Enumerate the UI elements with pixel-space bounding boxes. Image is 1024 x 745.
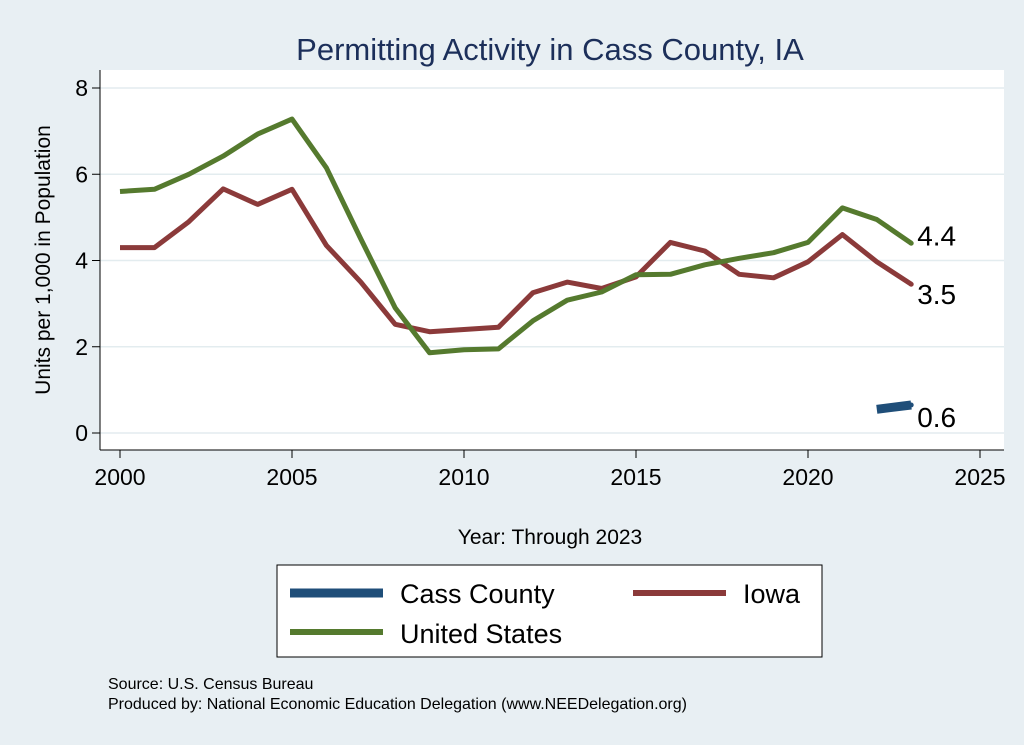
gridlines (100, 87, 1004, 434)
end-label-iowa: 3.5 (917, 279, 956, 310)
end-label-cass-county: 0.6 (917, 402, 956, 433)
legend-label-united-states: United States (400, 619, 562, 649)
y-tick-label-2: 2 (75, 334, 88, 360)
x-axis-label: Year: Through 2023 (458, 526, 643, 549)
x-tick-label-2025: 2025 (954, 464, 1005, 490)
series-endpoint-united-states (908, 240, 914, 246)
y-axis-label: Units per 1,000 in Population (32, 125, 55, 395)
series-line-united-states (119, 116, 913, 356)
y-tick-label-8: 8 (75, 75, 88, 101)
producer-note: Produced by: National Economic Education… (108, 696, 687, 713)
x-tick-label-2010: 2010 (438, 464, 489, 490)
x-tick-label-2020: 2020 (782, 464, 833, 490)
source-note: Source: U.S. Census Bureau (108, 676, 313, 693)
y-axis-ticks: 0 2 4 6 8 (75, 75, 100, 446)
x-tick-label-2005: 2005 (266, 464, 317, 490)
legend: Cass County Iowa United States (276, 564, 823, 658)
end-labels: 0.6 3.5 4.4 (917, 220, 956, 433)
y-tick-label-4: 4 (75, 248, 88, 274)
series-endpoint-iowa (908, 281, 914, 287)
y-tick-label-0: 0 (75, 420, 88, 446)
x-axis-ticks: 2000 2005 2010 2015 2020 2025 (94, 450, 1006, 490)
chart-title: Permitting Activity in Cass County, IA (296, 32, 804, 67)
series-lines (119, 116, 914, 414)
legend-label-iowa: Iowa (743, 579, 801, 609)
end-label-united-states: 4.4 (917, 220, 956, 251)
x-tick-label-2015: 2015 (610, 464, 661, 490)
y-tick-label-6: 6 (75, 161, 88, 187)
series-endpoint-cass-county (908, 402, 914, 408)
series-line-cass-county (876, 400, 912, 414)
legend-box (276, 564, 823, 658)
legend-label-cass-county: Cass County (400, 579, 555, 609)
series-line-iowa (120, 186, 913, 335)
x-tick-label-2000: 2000 (94, 464, 145, 490)
